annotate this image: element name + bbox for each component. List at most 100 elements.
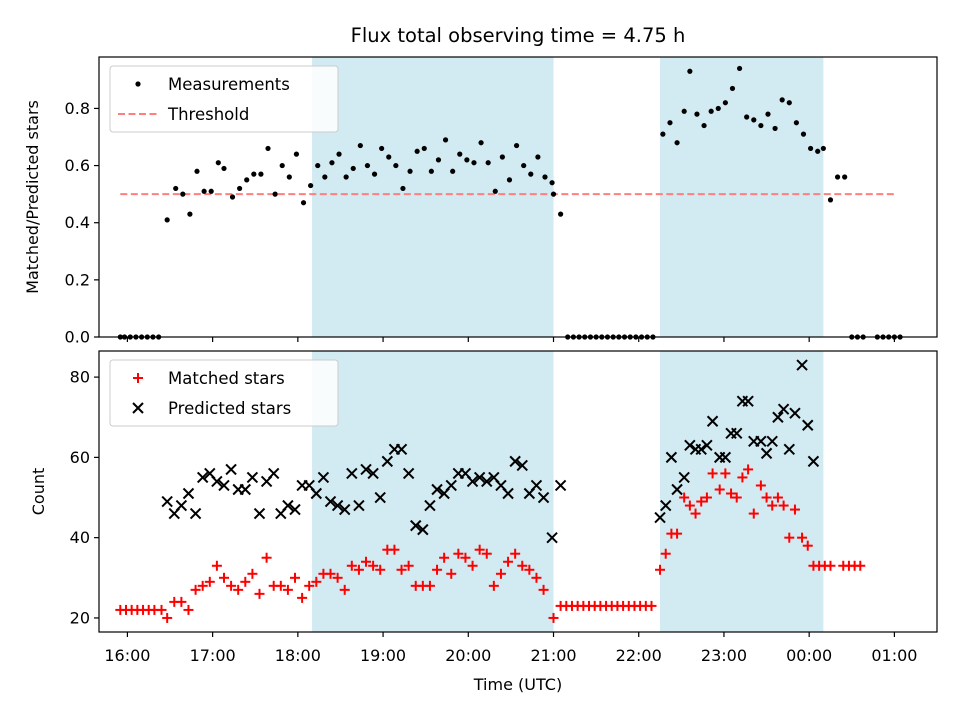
data-point	[381, 455, 394, 468]
data-point	[201, 188, 207, 194]
data-point-b	[760, 447, 773, 460]
data-point	[435, 157, 442, 163]
data-point	[722, 100, 728, 106]
data-point-b	[239, 483, 252, 496]
data-point-b	[807, 455, 820, 468]
data-point	[509, 455, 521, 468]
data-point	[820, 145, 826, 152]
data-point-b	[731, 427, 743, 439]
data-point	[379, 145, 385, 152]
data-point-b	[289, 503, 301, 516]
data-point	[834, 174, 841, 180]
data-point-b	[537, 491, 550, 504]
data-point	[731, 492, 742, 503]
data-point	[410, 519, 422, 532]
data-point	[744, 114, 750, 120]
data-point	[797, 532, 808, 543]
data-point	[687, 68, 693, 74]
y-tick-label: 0.4	[65, 213, 90, 232]
data-point	[530, 479, 543, 492]
data-point	[678, 471, 690, 484]
x-tick-label: 21:00	[530, 646, 576, 665]
data-point	[755, 480, 766, 491]
data-point	[339, 503, 351, 516]
data-point	[424, 499, 436, 512]
data-point	[175, 499, 188, 512]
data-point	[767, 500, 778, 511]
data-point	[800, 131, 807, 137]
data-point	[707, 468, 718, 479]
data-point-b	[701, 439, 713, 452]
data-point	[221, 165, 227, 172]
data-point	[708, 108, 714, 114]
data-point	[457, 151, 463, 157]
x-tick-label: 19:00	[360, 646, 406, 665]
data-point-b	[789, 407, 801, 419]
data-point	[310, 487, 323, 500]
data-point-b	[481, 475, 493, 488]
data-point	[346, 560, 357, 571]
data-point	[364, 162, 371, 169]
data-point	[161, 495, 173, 508]
x-axis-label: Time (UTC)	[473, 675, 562, 694]
data-point	[244, 177, 250, 183]
data-point-b	[182, 487, 195, 500]
x-tick-label: 16:00	[104, 646, 150, 665]
data-point-b	[473, 471, 486, 484]
data-point-b	[246, 471, 259, 484]
x-tick-label: 18:00	[275, 646, 321, 665]
data-point	[176, 596, 187, 607]
data-point	[777, 403, 790, 415]
data-point	[304, 580, 315, 591]
data-point-b	[665, 451, 678, 464]
data-point-b	[671, 483, 683, 496]
data-point	[300, 200, 307, 206]
y-tick-label: 0.6	[65, 156, 90, 175]
data-point-b	[360, 463, 372, 476]
data-point	[162, 612, 173, 623]
data-point	[428, 168, 434, 174]
data-point	[261, 552, 272, 563]
data-point	[672, 528, 683, 539]
data-point	[329, 160, 335, 166]
data-point-b	[282, 499, 294, 512]
data-point	[194, 168, 200, 174]
data-point	[548, 612, 559, 623]
data-point	[282, 499, 294, 512]
data-point	[720, 468, 731, 479]
data-point	[503, 556, 514, 567]
data-point-b	[161, 495, 173, 508]
data-point-b	[678, 471, 690, 484]
x-tick-label: 01:00	[871, 646, 917, 665]
data-point	[646, 600, 657, 611]
data-point	[488, 580, 499, 591]
data-point	[807, 145, 814, 152]
data-point	[755, 435, 767, 448]
data-point-b	[204, 467, 216, 480]
data-point-b	[353, 499, 365, 512]
data-point	[361, 556, 372, 567]
data-point	[211, 560, 222, 571]
data-point	[215, 160, 221, 166]
data-point	[446, 568, 457, 579]
data-point-b	[324, 495, 337, 508]
data-point-b	[410, 519, 422, 532]
data-point-b	[395, 443, 408, 456]
data-point-b	[660, 499, 672, 512]
legend-marker-b	[132, 402, 144, 414]
data-point	[706, 415, 719, 427]
data-point	[339, 584, 350, 595]
data-point	[187, 211, 193, 217]
data-point	[402, 467, 415, 480]
data-point	[786, 100, 792, 106]
data-point-b	[417, 523, 429, 536]
data-point	[549, 180, 555, 186]
data-point	[322, 174, 328, 180]
data-point	[855, 560, 866, 571]
data-point-b	[211, 475, 223, 488]
data-point-b	[684, 439, 696, 452]
data-point-b	[546, 531, 558, 544]
data-point	[350, 165, 356, 172]
data-point	[453, 548, 464, 559]
data-point	[218, 479, 230, 492]
